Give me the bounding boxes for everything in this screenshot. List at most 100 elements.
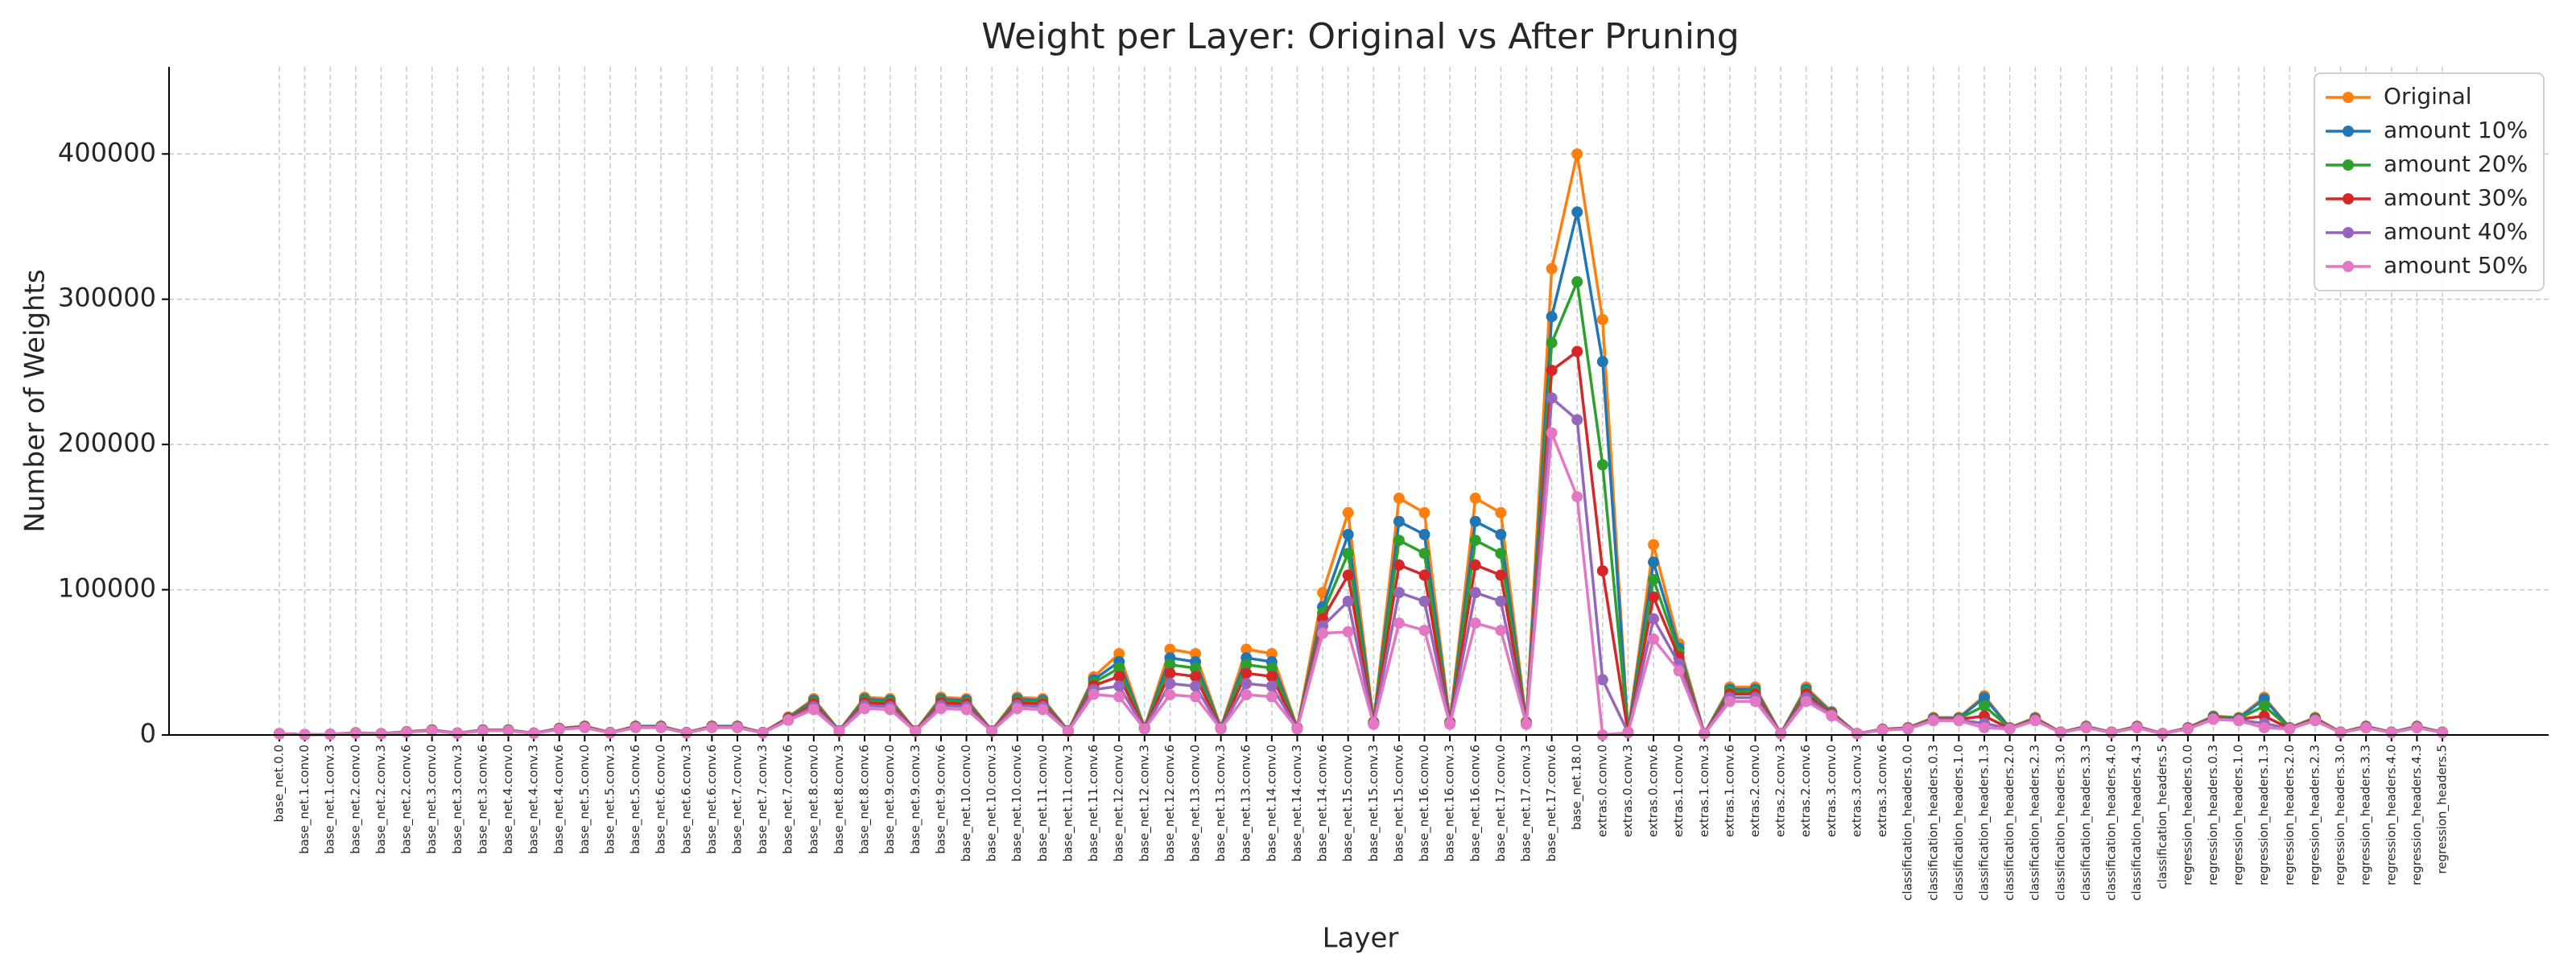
point [452,728,464,740]
x-tick-label: classification_headers.0.3 [1926,745,1941,901]
x-axis-label: Layer [1323,923,1399,955]
x-tick-label: extras.3.conv.6 [1875,745,1889,837]
x-tick-label: base_net.10.conv.3 [985,745,1000,861]
point [1495,529,1507,540]
x-tick-label: base_net.15.conv.3 [1366,745,1381,861]
point [1164,643,1176,655]
point [1062,725,1074,737]
point [1495,596,1507,607]
x-tick-label: extras.1.conv.6 [1722,745,1736,837]
point [1546,262,1558,275]
point [1546,392,1558,404]
point [1648,573,1660,585]
point [2054,727,2066,739]
point [2360,722,2372,734]
point [1342,596,1354,607]
point [757,727,769,739]
point [1190,647,1202,659]
point [349,727,361,739]
y-tick-label: 0 [140,718,156,749]
point [2004,723,2016,735]
point [1113,691,1125,703]
x-tick-label: base_net.10.conv.6 [1009,745,1025,861]
point [1546,427,1558,439]
x-tick-label: classification_headers.4.0 [2104,745,2120,901]
point [2385,727,2397,739]
x-tick-label: regression_headers.4.3 [2409,745,2425,886]
point [1113,680,1125,692]
point [655,721,667,733]
point [1495,506,1507,518]
x-tick-label: base_net.3.conv.0 [424,745,440,854]
point [1418,506,1430,518]
x-tick-label: extras.2.conv.3 [1773,745,1788,837]
point [2284,723,2296,735]
point [2258,700,2270,712]
legend-label: Original [2384,83,2472,109]
point [1596,674,1608,686]
legend-marker [2343,227,2354,238]
point [1546,311,1558,323]
x-tick-label: regression_headers.2.3 [2307,745,2322,886]
point [1241,658,1253,671]
point [1418,547,1430,559]
point [1749,696,1761,708]
x-tick-label: base_net.14.conv.6 [1315,745,1331,861]
point [1190,691,1202,703]
legend-label: amount 40% [2384,218,2528,245]
x-tick-label: classification_headers.3.3 [2079,745,2094,901]
point [1469,535,1481,547]
x-tick-label: base_net.5.conv.6 [628,745,643,854]
point [1571,206,1583,218]
legend-marker [2343,126,2354,137]
point [1648,591,1660,603]
point [935,703,947,715]
point [553,724,565,736]
point [2411,722,2423,734]
x-tick-label: base_net.4.conv.3 [526,745,542,854]
point [604,727,616,739]
point [1520,718,1532,730]
x-tick-label: base_net.12.conv.3 [1137,745,1152,861]
x-tick-label: base_net.5.conv.3 [602,745,617,854]
point [706,721,718,733]
point [1851,728,1863,740]
x-tick-label: base_net.13.conv.6 [1239,745,1254,861]
point [1596,356,1608,368]
point [1291,723,1303,735]
x-tick-label: base_net.11.conv.3 [1060,745,1075,861]
point [1393,535,1405,547]
point [1876,724,1889,737]
point [2207,713,2219,725]
point [1495,625,1507,637]
point [1699,728,1711,740]
point [732,721,744,733]
point [2029,715,2041,727]
point [1596,565,1608,577]
x-tick-label: extras.1.conv.0 [1671,745,1686,837]
point [2157,728,2169,740]
legend-label: amount 20% [2384,151,2528,177]
x-tick-label: base_net.2.conv.3 [374,745,389,854]
x-tick-label: regression_headers.0.3 [2206,745,2221,886]
point [960,704,972,716]
x-tick-label: base_net.11.conv.6 [1086,745,1101,861]
x-tick-label: base_net.16.conv.3 [1443,745,1458,861]
y-tick-label: 200000 [58,427,156,458]
point [1953,715,1965,727]
point [1265,671,1278,683]
point [1393,559,1405,571]
x-tick-label: base_net.15.conv.0 [1340,745,1356,861]
point [2334,727,2347,739]
x-tick-label: base_net.15.conv.6 [1391,745,1406,861]
x-tick-label: base_net.6.conv.3 [679,745,694,854]
x-tick-label: regression_headers.3.0 [2333,745,2348,886]
x-tick-label: base_net.9.conv.0 [882,745,898,854]
point [2233,715,2245,727]
point [1622,727,1634,739]
point [2080,722,2092,734]
x-tick-label: base_net.7.conv.0 [730,745,745,854]
point [2309,715,2321,727]
x-tick-label: base_net.17.conv.3 [1518,745,1534,861]
